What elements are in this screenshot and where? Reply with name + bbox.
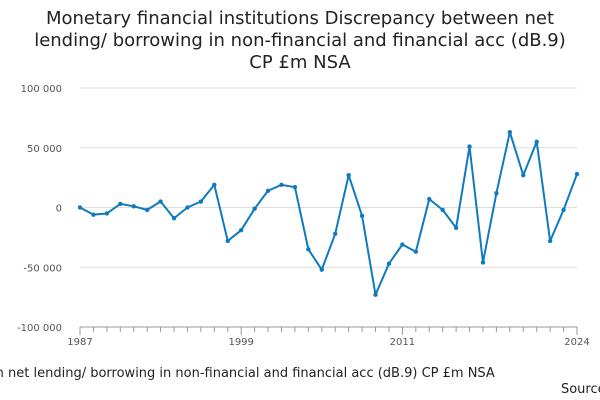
x-tick-label: 1999 — [228, 337, 253, 348]
data-point — [252, 206, 257, 211]
data-point — [574, 171, 580, 177]
data-point — [131, 204, 136, 209]
chart-title-line-3: CP £m NSA — [249, 52, 351, 73]
y-tick-label: 0 — [56, 204, 62, 215]
data-point — [494, 190, 499, 196]
series-legend-label: institutions Discrepancy between net len… — [0, 366, 495, 381]
data-point — [91, 212, 96, 217]
data-point — [547, 238, 553, 244]
data-point — [238, 228, 244, 233]
x-tick-label: 2011 — [390, 337, 415, 348]
chart-title: Monetary financial institutions Discrepa… — [0, 8, 600, 74]
data-point — [265, 188, 271, 193]
data-point — [279, 182, 284, 187]
data-point — [225, 238, 230, 244]
data-point — [319, 267, 324, 272]
y-tick-label: 50 000 — [27, 144, 62, 155]
data-point — [507, 130, 513, 135]
data-point — [453, 225, 459, 231]
data-point — [561, 207, 566, 213]
data-point — [386, 261, 392, 266]
data-point — [104, 211, 110, 216]
data-point — [333, 231, 338, 236]
data-point — [359, 213, 365, 219]
data-point — [373, 292, 378, 297]
chart-title-line-1: Monetary financial institutions Discrepa… — [45, 8, 555, 29]
data-point — [400, 242, 405, 247]
data-point — [158, 199, 163, 204]
data-point — [292, 184, 298, 190]
x-tick-label: 2024 — [564, 337, 589, 348]
data-point — [521, 173, 526, 178]
data-point — [171, 216, 177, 221]
y-tick-label: 100 000 — [21, 84, 62, 95]
data-point — [198, 199, 204, 204]
data-point — [413, 249, 419, 254]
data-point — [427, 196, 432, 202]
data-point — [77, 205, 83, 210]
source-label: Source: — [560, 382, 600, 397]
y-tick-label: -50 000 — [23, 263, 62, 274]
source-label-row: Source: — [0, 382, 600, 397]
data-point — [480, 260, 486, 265]
chart-title-line-2: lending/ borrowing in non-financial and … — [34, 30, 566, 51]
data-point — [534, 139, 539, 144]
series-line — [79, 131, 578, 296]
data-point — [212, 182, 217, 187]
data-point — [467, 144, 472, 149]
data-point — [118, 201, 123, 207]
data-point — [185, 205, 190, 210]
x-tick-label: 1987 — [67, 337, 92, 348]
data-point — [144, 207, 150, 213]
data-point — [440, 207, 445, 213]
data-point — [346, 173, 351, 178]
y-tick-label: -100 000 — [17, 323, 62, 334]
data-point — [306, 247, 311, 252]
